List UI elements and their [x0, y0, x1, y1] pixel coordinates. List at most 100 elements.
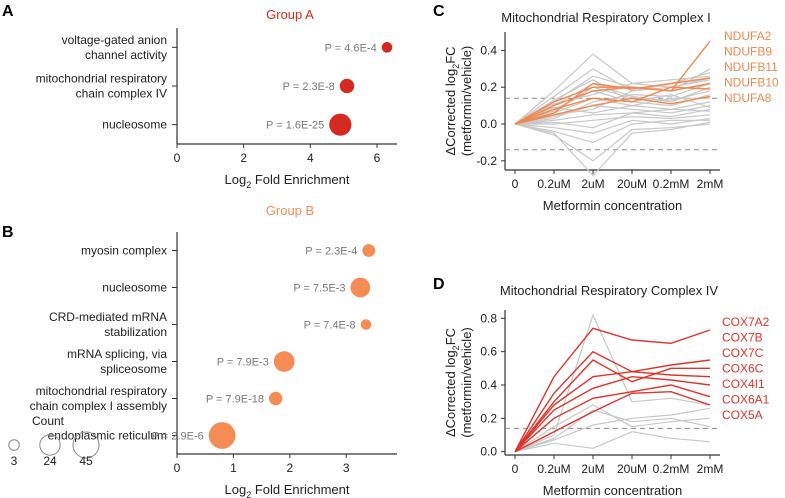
y-tick-label: 0.0 [480, 117, 497, 131]
highlight-series-line [514, 82, 711, 125]
y-tick-label: 0.2 [480, 80, 497, 94]
background-series-line [514, 431, 711, 453]
enrichment-dot [381, 42, 393, 53]
x-tick-label: 2 [286, 461, 293, 475]
pvalue-label: P = 7.9E-3 [217, 357, 269, 369]
x-tick-label: 2mM [697, 462, 724, 476]
legend-size-circle [8, 439, 20, 451]
series-label: NDUFB10 [724, 76, 779, 90]
x-axis-label: Metformin concentration [543, 198, 682, 213]
legend-size-label: 3 [11, 454, 18, 468]
series-label: NDUFA8 [724, 91, 772, 105]
pvalue-label: P = 2.9E-6 [152, 431, 204, 443]
y-tick-label: 0.4 [480, 43, 497, 57]
y-tick-label: 0.8 [480, 311, 497, 325]
enrichment-dot [273, 351, 295, 372]
panel-d-complex-iv-line-chart: Mitochondrial Respiratory Complex IV 0.0 0… [443, 283, 770, 498]
legend-size-circle [39, 434, 61, 456]
enrichment-dot [208, 422, 236, 449]
series-label: COX7C [722, 346, 764, 360]
enrichment-dot [362, 244, 376, 257]
x-axis-label: Metformin concentration [543, 483, 682, 498]
category-label: stabilization [104, 325, 167, 339]
legend-size-label: 45 [79, 454, 93, 468]
x-axis-label: Log2 Fold Enrichment [225, 172, 350, 190]
pvalue-label: P = 2.3E-8 [283, 81, 335, 93]
chart-title: Mitochondrial Respiratory Complex I [501, 10, 711, 25]
category-label: chain complex I assembly [30, 399, 167, 413]
background-series-line [514, 104, 711, 125]
y-tick-label: -0.2 [476, 154, 497, 168]
pvalue-label: P = 4.6E-4 [325, 42, 377, 54]
chart-title: Group A [266, 7, 314, 22]
enrichment-dot [329, 113, 352, 136]
legend-size-label: 24 [43, 454, 57, 468]
series-label: NDUFA2 [724, 29, 772, 43]
enrichment-dot [339, 78, 355, 94]
x-tick-label: 0 [512, 462, 519, 476]
y-tick-label: 0.6 [480, 345, 497, 359]
category-label: mRNA splicing, via [67, 347, 167, 361]
enrichment-dot [269, 391, 283, 406]
highlight-series-line [514, 359, 710, 453]
background-series-line [514, 404, 711, 453]
series-label: COX6A1 [722, 393, 770, 407]
x-tick-label: 0.2mM [653, 177, 690, 191]
category-label: mitochondrial respiratory [36, 384, 167, 398]
highlight-series-line [514, 350, 711, 453]
x-tick-label: 2uM [581, 462, 604, 476]
y-axis-label: ΔCorrected log2FC(metformin/vehicle) [443, 46, 474, 157]
x-tick-label: 20uM [617, 462, 647, 476]
series-label: COX5A [722, 408, 763, 422]
enrichment-dot [350, 277, 371, 298]
highlight-series-line [514, 327, 711, 453]
highlight-series-line [514, 384, 711, 453]
x-axis-label: Log2 Fold Enrichment [225, 482, 350, 498]
background-series-line [514, 121, 711, 177]
highlight-series-line [514, 390, 711, 453]
x-tick-label: 4 [307, 151, 314, 165]
panel-letter-b: B [2, 224, 14, 241]
category-label: mitochondrial respiratory [36, 72, 167, 86]
x-tick-label: 3 [343, 461, 350, 475]
series-label: COX4I1 [722, 377, 765, 391]
pvalue-label: P = 7.4E-8 [304, 320, 356, 332]
x-tick-label: 6 [374, 151, 381, 165]
pvalue-label: P = 2.3E-4 [305, 246, 357, 258]
pvalue-label: P = 1.6E-25 [266, 120, 324, 132]
chart-title: Group B [266, 203, 314, 218]
category-label: nucleosome [102, 118, 167, 132]
x-tick-label: 2mM [697, 177, 724, 191]
panel-letter-a: A [2, 3, 14, 20]
highlight-series-line [514, 375, 711, 453]
pvalue-label: P = 7.9E-18 [206, 394, 264, 406]
category-label: voltage-gated anion [62, 33, 167, 47]
series-label: COX6C [722, 362, 764, 376]
background-series-line [514, 82, 711, 125]
category-label: nucleosome [102, 281, 167, 295]
x-tick-label: 0 [174, 151, 181, 165]
background-series-line [514, 97, 710, 125]
category-label: myosin complex [81, 244, 167, 258]
x-tick-label: 2uM [581, 177, 604, 191]
x-tick-label: 0 [174, 461, 181, 475]
series-label: NDUFB11 [724, 60, 778, 74]
pvalue-label: P = 7.5E-3 [293, 283, 345, 295]
panel-b-enrichment-chart: Group B 0 1 2 3 Log2 Fold Enrichment myosin co… [8, 203, 397, 498]
y-axis-label: ΔCorrected log2FC(metformin/vehicle) [443, 327, 474, 438]
category-label: channel activity [85, 48, 167, 62]
background-series-line [514, 108, 711, 129]
y-tick-label: 0.2 [480, 411, 497, 425]
legend-title: Count [32, 414, 65, 428]
background-series-line [514, 123, 711, 162]
category-label: spliceosome [100, 362, 167, 376]
x-tick-label: 0.2uM [537, 462, 570, 476]
y-tick-label: 0.0 [480, 445, 497, 459]
panel-c-complex-i-line-chart: Mitochondrial Respiratory Complex I -0.2 0… [443, 10, 779, 213]
background-series-line [514, 108, 711, 125]
y-tick-label: 0.4 [480, 378, 497, 392]
panel-letter-c: C [433, 3, 445, 20]
background-series-line [514, 119, 710, 144]
background-series-line [515, 114, 711, 125]
